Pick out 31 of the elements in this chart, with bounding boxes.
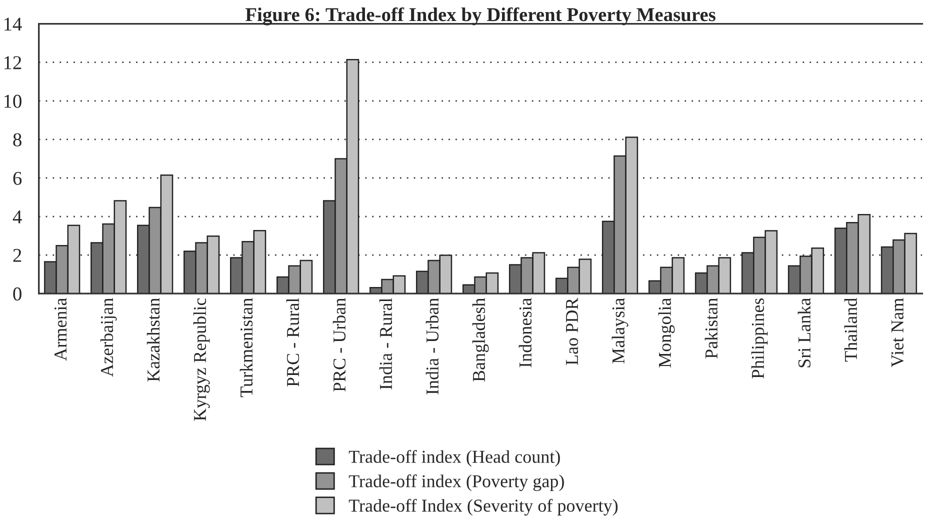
x-tick-label: Bangladesh — [472, 298, 489, 382]
x-tick-label: Kyrgyz Republic — [193, 298, 210, 421]
x-tick-label: Thailand — [844, 298, 858, 362]
y-tick-label: 6 — [13, 172, 22, 185]
y-tick-label: 14 — [4, 18, 22, 31]
y-tick-label: 12 — [4, 56, 22, 70]
x-tick-label: Armenia — [54, 298, 67, 361]
x-tick-label: Pakistan — [704, 298, 718, 358]
y-tick-label: 4 — [12, 210, 22, 224]
chart-title: Figure 6: Trade-off Index by Different Poverty Measures — [245, 7, 716, 26]
y-tick-label: 2 — [13, 248, 22, 262]
x-tick-label: PRC - Rural — [286, 298, 300, 387]
x-tick-label: India - Urban — [426, 298, 439, 394]
x-tick-label: Azerbaijan — [100, 298, 117, 377]
x-tick-label: Malaysia — [612, 298, 628, 364]
x-tick-label: Viet Nam — [891, 298, 904, 368]
legend-label: Trade-off index (Poverty gap) — [348, 474, 564, 492]
legend-label: Trade-off Index (Severity of poverty) — [348, 498, 618, 516]
x-tick-label: India - Rural — [379, 298, 392, 390]
x-tick-label: Turkmenistan — [240, 298, 253, 398]
y-tick-label: 0 — [13, 287, 22, 301]
x-tick-label: Philippines — [751, 298, 768, 378]
legend-label: Trade-off index (Head count) — [348, 450, 560, 467]
x-tick-label: Indonesia — [518, 298, 532, 368]
x-tick-label: PRC - Urban — [332, 298, 346, 392]
y-tick-label: 8 — [13, 133, 22, 146]
x-tick-label: Kazakhstan — [146, 298, 160, 382]
x-tick-label: Sri Lanka — [798, 298, 811, 368]
x-tick-label: Lao PDR — [566, 298, 578, 365]
x-tick-label: Mongolia — [658, 298, 675, 368]
y-tick-label: 10 — [4, 94, 22, 108]
